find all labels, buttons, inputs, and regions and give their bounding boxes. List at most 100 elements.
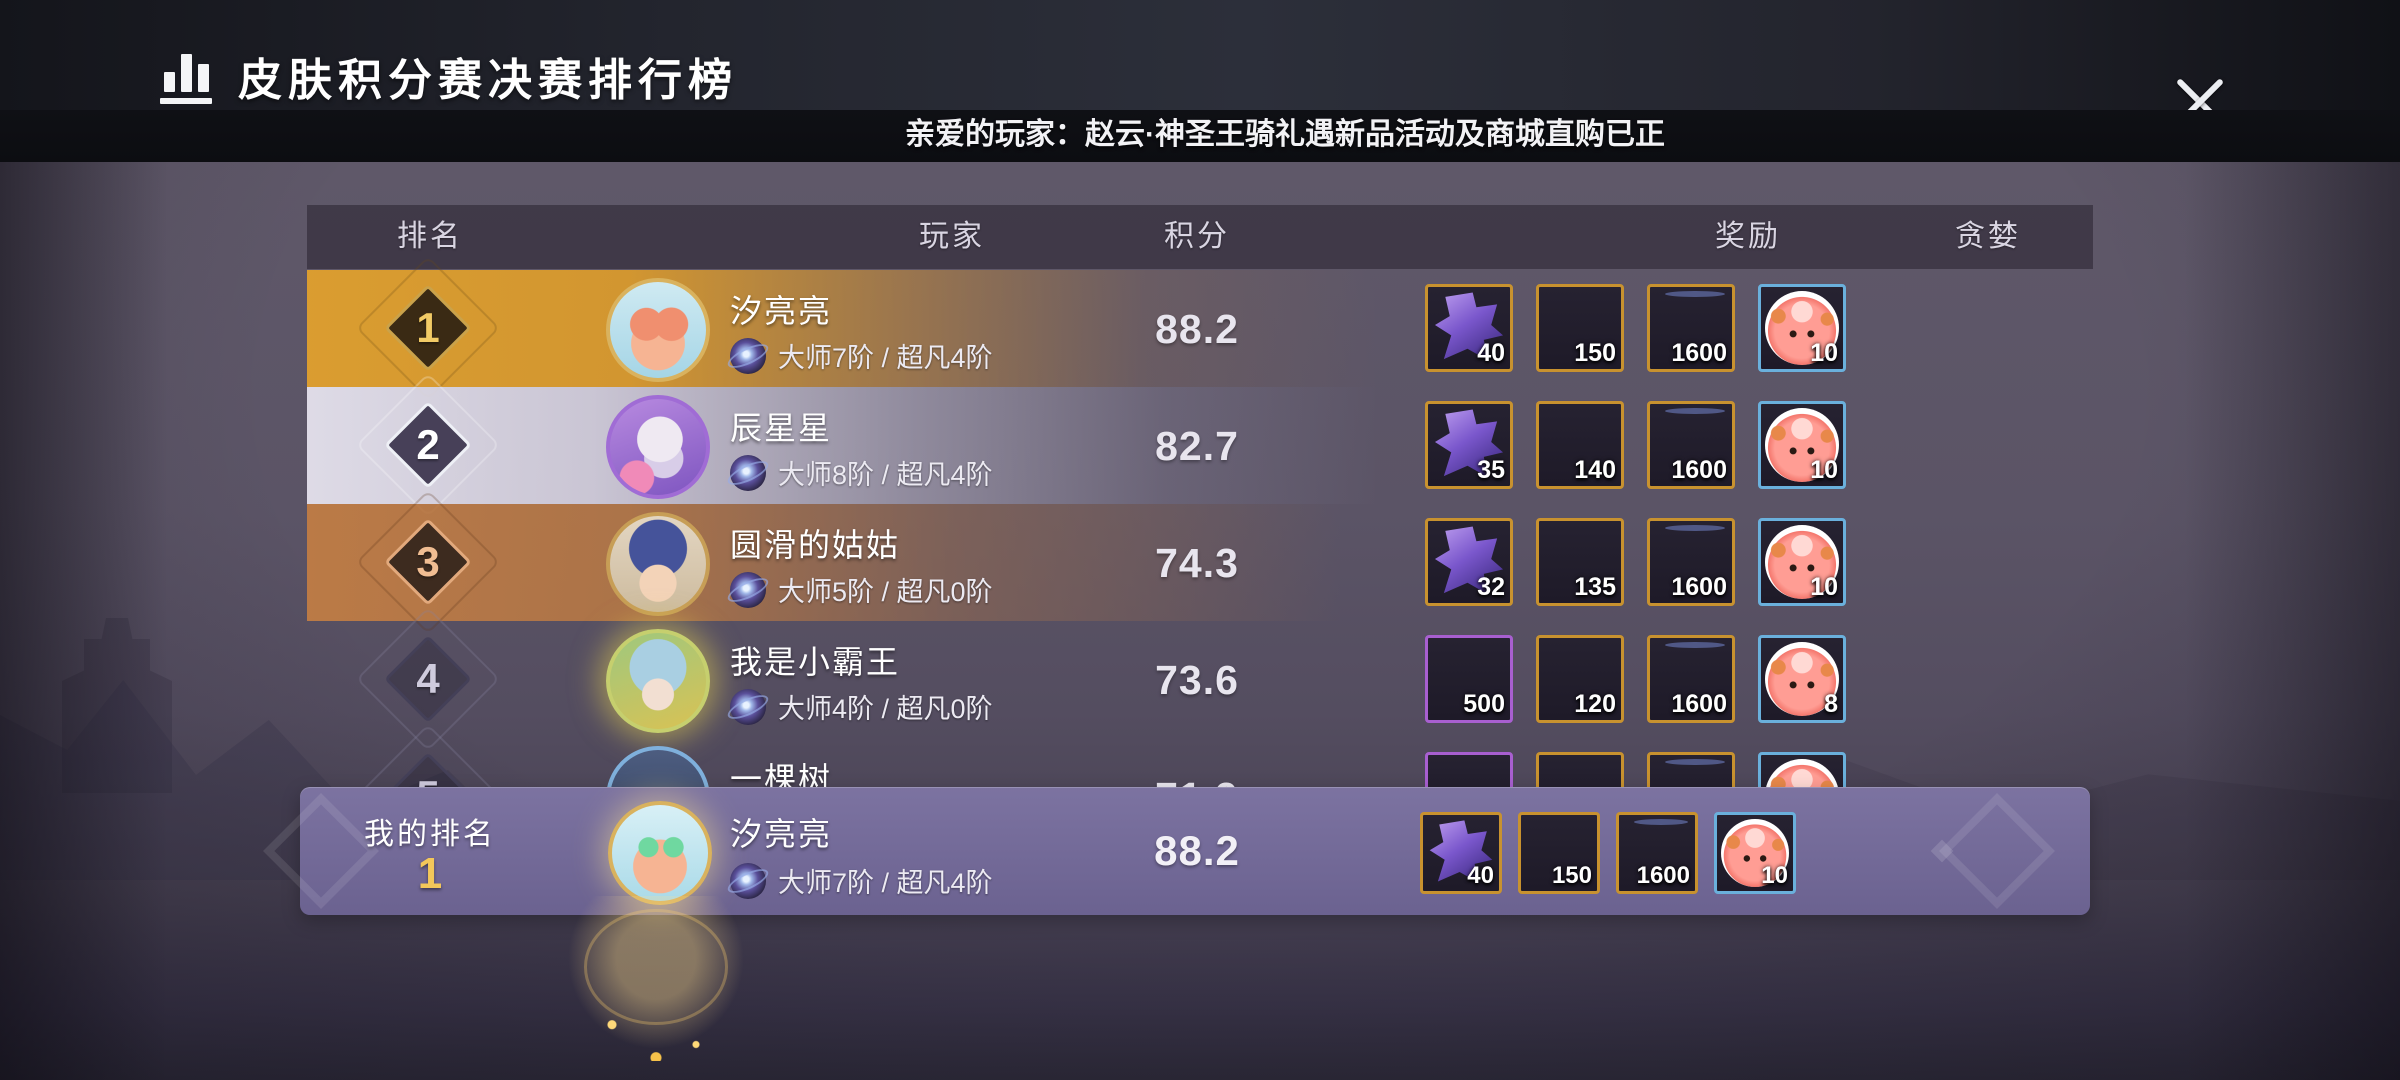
avatar[interactable] (606, 278, 710, 382)
reward-slot[interactable]: 1600 (1616, 812, 1698, 894)
reward-slot[interactable]: 140 (1536, 401, 1624, 489)
my-rank-row: 我的排名 1 汐亮亮 大师7阶 / 超凡4阶 88.2 40 150 1600 (263, 787, 2090, 915)
column-rewards: 奖励 (1715, 220, 1781, 253)
score-value: 88.2 (1155, 306, 1239, 352)
rank-badge: 2 (355, 372, 501, 518)
column-rank: 排名 (397, 220, 463, 253)
page-title: 皮肤积分赛决赛排行榜 (238, 56, 738, 105)
ranking-chart-icon (160, 48, 216, 104)
table-row: 2 辰星星 大师8阶 / 超凡4阶 82.7 35 140 (307, 372, 2093, 518)
rewards-group: 40 150 1600 10 (1425, 284, 1846, 372)
reward-slot[interactable]: 1600 (1647, 284, 1735, 372)
table-header: 排名 玩家 积分 奖励 贪婪 (307, 205, 2093, 269)
reward-slot[interactable]: 10 (1758, 284, 1846, 372)
reward-slot[interactable]: 1600 (1647, 518, 1735, 606)
reward-qty: 35 (1477, 456, 1505, 484)
reward-qty: 10 (1810, 573, 1838, 601)
reward-slot[interactable]: 35 (1425, 401, 1513, 489)
tier-galaxy-icon (730, 454, 766, 491)
reward-item-icon (1765, 642, 1839, 716)
tier-galaxy-icon (730, 337, 766, 374)
player-name: 我是小霸王 (730, 644, 901, 680)
score-value: 88.2 (1154, 827, 1240, 874)
reward-slot[interactable]: 10 (1714, 812, 1796, 894)
reward-qty: 1600 (1671, 573, 1727, 601)
player-name: 圆滑的姑姑 (730, 527, 901, 563)
reward-qty: 32 (1477, 573, 1505, 601)
score-value: 74.3 (1155, 540, 1239, 586)
rank-number: 2 (416, 421, 440, 468)
table-row: 4 我是小霸王 大师4阶 / 超凡0阶 73.6 500 120 (307, 606, 2093, 752)
tier-galaxy-icon (730, 571, 766, 608)
rank-number: 1 (416, 304, 440, 351)
reward-slot[interactable]: 150 (1518, 812, 1600, 894)
reward-qty: 120 (1574, 690, 1616, 718)
tier-galaxy-icon (730, 862, 766, 899)
my-rank-label: 我的排名 (364, 818, 496, 851)
reward-slot[interactable]: 40 (1420, 812, 1502, 894)
reward-qty: 1600 (1636, 862, 1690, 889)
reward-slot[interactable]: 1600 (1647, 401, 1735, 489)
player-name: 辰星星 (730, 410, 833, 446)
column-extra: 贪婪 (1955, 220, 2021, 253)
tier-text: 大师8阶 / 超凡4阶 (778, 460, 993, 490)
reward-qty: 135 (1574, 573, 1616, 601)
table-row: 3 圆滑的姑姑 大师5阶 / 超凡0阶 74.3 32 135 (307, 489, 2093, 635)
reward-qty: 1600 (1671, 456, 1727, 484)
top-bar (0, 0, 2400, 110)
reward-slot[interactable]: 40 (1425, 284, 1513, 372)
tier-text: 大师4阶 / 超凡0阶 (778, 694, 993, 724)
reward-item-icon (1434, 746, 1512, 772)
avatar[interactable] (608, 801, 712, 905)
column-score: 积分 (1164, 220, 1230, 253)
rank-badge: 1 (355, 255, 501, 401)
column-player: 玩家 (919, 220, 985, 253)
table-row: 1 汐亮亮 大师7阶 / 超凡4阶 88.2 40 150 (307, 255, 2093, 401)
rewards-group: 35 140 1600 10 (1425, 401, 1846, 489)
tier-galaxy-icon (730, 688, 766, 725)
announcement-bar: 亲爱的玩家：赵云·神圣王骑礼遇新品活动及商城直购已正 (0, 110, 2400, 162)
tier-text: 大师7阶 / 超凡4阶 (778, 868, 993, 898)
reward-qty: 500 (1463, 690, 1505, 718)
reward-qty: 40 (1477, 339, 1505, 367)
score-value: 82.7 (1155, 423, 1239, 469)
rank-badge: 4 (355, 606, 501, 752)
reward-slot[interactable]: 10 (1758, 401, 1846, 489)
reward-item-icon (1765, 408, 1839, 482)
player-name: 汐亮亮 (730, 816, 833, 852)
my-rank-number: 1 (417, 849, 443, 898)
reward-item-icon (1434, 629, 1512, 655)
tier-text: 大师7阶 / 超凡4阶 (778, 343, 993, 373)
reward-qty: 10 (1810, 456, 1838, 484)
diamond-decor-right (1939, 793, 2055, 909)
reward-slot[interactable]: 1600 (1647, 635, 1735, 723)
tier-text: 大师5阶 / 超凡0阶 (778, 577, 993, 607)
rank-badge: 3 (355, 489, 501, 635)
avatar[interactable] (606, 512, 710, 616)
rewards-group: 40 150 1600 10 (1420, 812, 1796, 894)
reward-slot[interactable]: 32 (1425, 518, 1513, 606)
avatar[interactable] (606, 395, 710, 499)
player-name: 汐亮亮 (730, 293, 833, 329)
reward-slot[interactable]: 120 (1536, 635, 1624, 723)
reward-qty: 40 (1467, 862, 1494, 889)
avatar[interactable] (606, 629, 710, 733)
reward-qty: 150 (1574, 339, 1616, 367)
score-value: 73.6 (1155, 657, 1239, 703)
reward-slot[interactable]: 8 (1758, 635, 1846, 723)
reward-slot[interactable]: 10 (1758, 518, 1846, 606)
reward-slot[interactable]: 150 (1536, 284, 1624, 372)
announcement-text: 亲爱的玩家：赵云·神圣王骑礼遇新品活动及商城直购已正 (905, 118, 1665, 151)
reward-qty: 8 (1824, 690, 1838, 718)
rewards-group: 32 135 1600 10 (1425, 518, 1846, 606)
reward-qty: 10 (1810, 339, 1838, 367)
reward-slot[interactable]: 500 (1425, 629, 1513, 723)
reward-qty: 140 (1574, 456, 1616, 484)
reward-item-icon (1765, 291, 1839, 365)
reward-qty: 1600 (1671, 690, 1727, 718)
reward-item-icon (1765, 525, 1839, 599)
reward-qty: 1600 (1671, 339, 1727, 367)
reward-slot[interactable]: 135 (1536, 518, 1624, 606)
reward-qty: 150 (1551, 862, 1592, 889)
